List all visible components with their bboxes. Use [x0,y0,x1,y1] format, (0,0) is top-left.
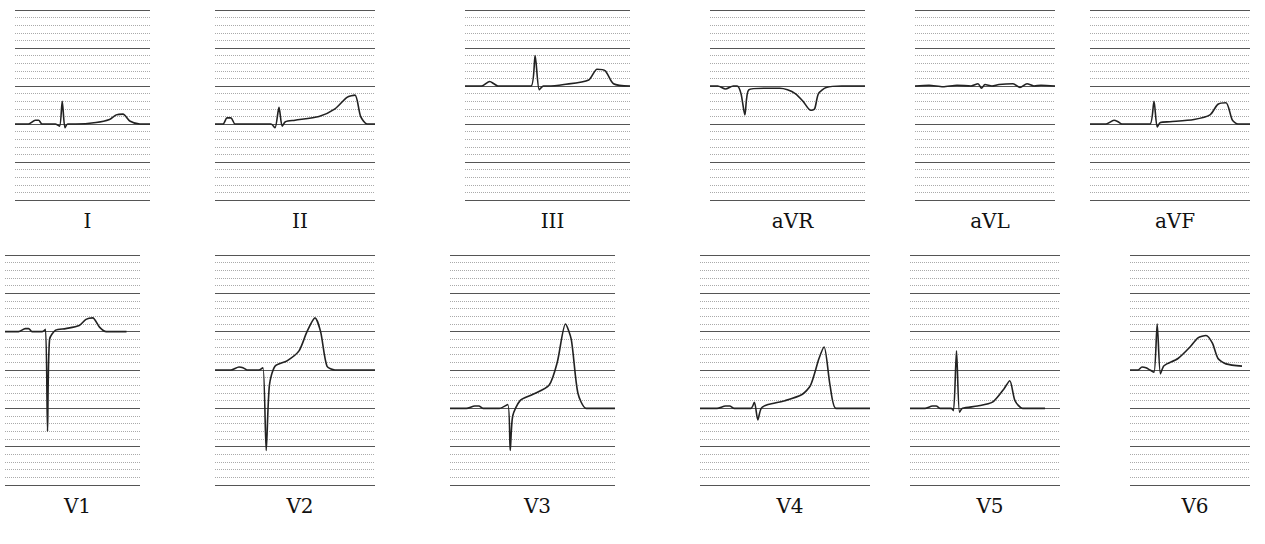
svg-text:III: III [541,209,565,233]
svg-text:II: II [292,209,308,233]
svg-text:aVR: aVR [772,209,814,233]
svg-text:aVL: aVL [970,209,1010,233]
svg-text:V6: V6 [1180,494,1208,518]
svg-text:V5: V5 [975,494,1003,518]
svg-text:V3: V3 [523,494,551,518]
svg-text:V1: V1 [63,494,91,518]
svg-text:aVF: aVF [1155,209,1195,233]
svg-text:V4: V4 [775,494,803,518]
svg-text:I: I [84,209,92,233]
svg-text:V2: V2 [285,494,313,518]
